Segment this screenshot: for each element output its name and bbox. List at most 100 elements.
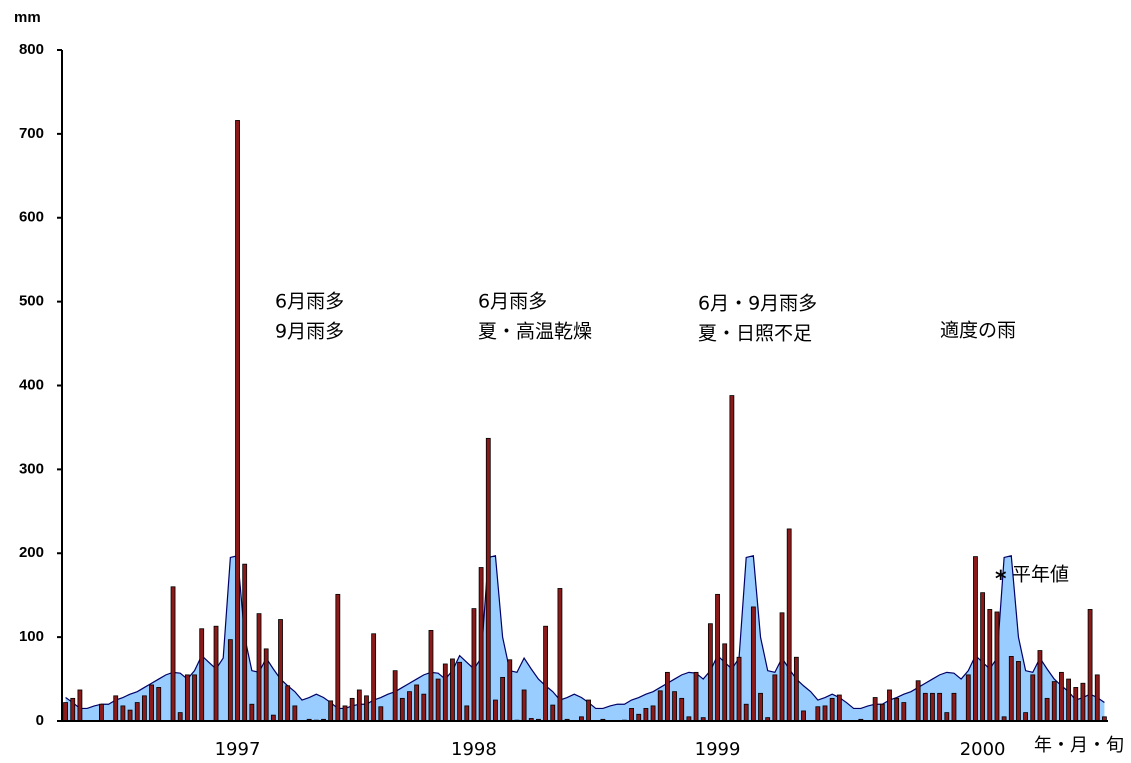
bar xyxy=(1094,674,1100,722)
bar xyxy=(1008,656,1014,722)
bar xyxy=(1044,697,1050,722)
annotation: 6月雨多 xyxy=(478,291,547,313)
bar xyxy=(758,692,763,722)
bar xyxy=(478,567,484,722)
bar xyxy=(836,694,842,722)
bar xyxy=(127,709,133,722)
bar xyxy=(407,691,412,722)
bar xyxy=(485,437,491,722)
bar xyxy=(177,712,183,722)
bar xyxy=(772,674,778,722)
bar xyxy=(930,692,935,722)
bar xyxy=(987,609,993,722)
bar xyxy=(421,693,427,722)
bar xyxy=(786,528,792,722)
bar xyxy=(922,692,928,722)
bar xyxy=(335,593,341,722)
bar xyxy=(371,633,377,722)
x-tick-label: 2000 xyxy=(960,739,1006,760)
bar xyxy=(113,695,119,722)
bar xyxy=(1016,661,1021,722)
bar xyxy=(507,659,513,722)
bar xyxy=(1066,678,1071,722)
x-tick-label: 1999 xyxy=(695,739,741,760)
bar xyxy=(1059,671,1064,722)
bar xyxy=(793,656,799,722)
bar xyxy=(378,706,384,722)
bar xyxy=(328,700,334,722)
legend-marker: * xyxy=(995,567,1007,592)
bar xyxy=(450,658,455,722)
bar xyxy=(965,674,971,722)
y-tick-label: 400 xyxy=(19,376,44,393)
bar xyxy=(801,710,806,722)
annotation: 6月雨多 xyxy=(275,291,344,313)
bar xyxy=(693,671,699,722)
bar xyxy=(256,613,262,722)
bar xyxy=(822,705,828,722)
annotation: 9月雨多 xyxy=(275,321,344,343)
bar xyxy=(736,656,742,722)
bar xyxy=(543,625,548,722)
x-tick-label: 1998 xyxy=(451,739,497,760)
bar xyxy=(278,619,283,722)
bar xyxy=(901,702,907,722)
bar xyxy=(1051,681,1057,722)
bar xyxy=(750,606,756,722)
annotation: 夏・高温乾燥 xyxy=(478,321,592,343)
bar xyxy=(887,689,892,722)
bar xyxy=(242,563,248,722)
legend-label: 平年値 xyxy=(1012,564,1069,586)
bar xyxy=(141,695,147,722)
bar xyxy=(1073,687,1079,722)
bar xyxy=(672,691,677,722)
bar xyxy=(249,703,255,722)
bar xyxy=(63,702,68,722)
y-axis-label: mm xyxy=(14,9,41,26)
bar xyxy=(557,588,563,722)
bar xyxy=(550,704,556,722)
bar xyxy=(199,628,205,722)
bar xyxy=(779,612,785,722)
bar xyxy=(1037,650,1043,722)
bar xyxy=(471,608,477,722)
bar xyxy=(227,639,233,722)
bar xyxy=(184,674,190,722)
bar xyxy=(500,676,506,722)
bar xyxy=(915,680,921,722)
y-tick-label: 100 xyxy=(19,628,44,645)
bar xyxy=(679,697,685,722)
bar xyxy=(729,395,735,722)
bar xyxy=(356,689,362,722)
bar xyxy=(428,630,434,722)
bar xyxy=(657,690,663,722)
bar xyxy=(149,684,154,722)
bar xyxy=(414,684,420,722)
bar xyxy=(1087,609,1093,722)
bar xyxy=(521,689,527,722)
bar xyxy=(457,661,463,722)
bar xyxy=(493,699,498,722)
bar xyxy=(120,705,126,722)
bar xyxy=(894,697,900,722)
bar xyxy=(1080,682,1086,722)
bar xyxy=(70,697,76,722)
bar xyxy=(392,670,398,722)
bar xyxy=(994,611,1000,722)
y-tick-label: 500 xyxy=(19,293,44,310)
bar xyxy=(435,678,441,722)
y-tick-label: 300 xyxy=(19,460,44,477)
y-tick-label: 200 xyxy=(19,544,44,561)
annotation: 適度の雨 xyxy=(940,320,1016,342)
bar xyxy=(707,623,713,722)
bar xyxy=(586,699,591,722)
bar xyxy=(664,671,670,722)
bar xyxy=(77,689,83,722)
bar xyxy=(399,697,405,722)
bar xyxy=(464,705,470,722)
bar xyxy=(442,663,448,722)
bar xyxy=(364,695,369,722)
bar xyxy=(722,643,728,722)
